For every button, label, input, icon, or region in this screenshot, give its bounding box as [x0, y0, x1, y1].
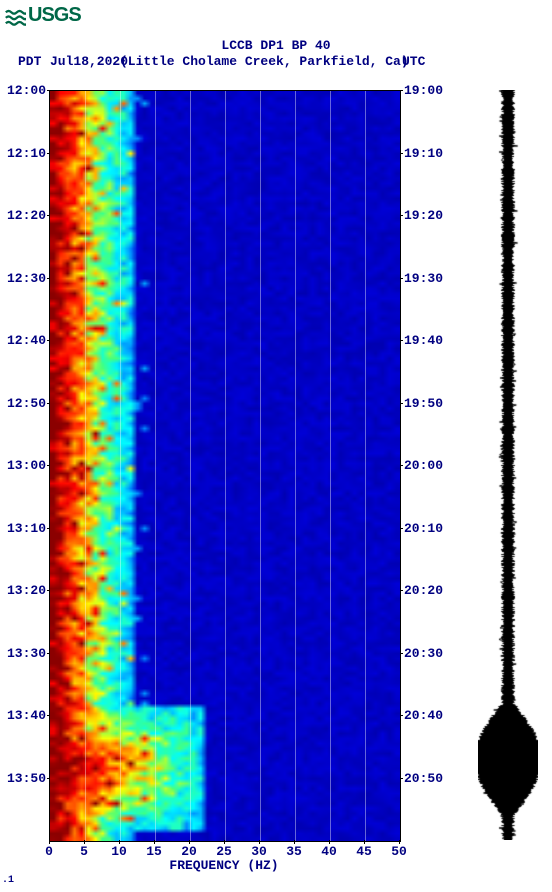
- xtick: 35: [279, 844, 309, 859]
- ytick-left: 13:50: [6, 771, 46, 786]
- station-label: (Little Cholame Creek, Parkfield, Ca): [120, 54, 409, 69]
- ytick-right: 19:00: [404, 83, 444, 98]
- wave-icon: [4, 5, 26, 27]
- ytick-left: 13:00: [6, 458, 46, 473]
- ytick-right: 19:30: [404, 271, 444, 286]
- x-axis-label: FREQUENCY (HZ): [49, 858, 399, 873]
- ytick-right: 20:00: [404, 458, 444, 473]
- xtick: 25: [209, 844, 239, 859]
- footnote: .1: [2, 875, 14, 886]
- xtick: 10: [104, 844, 134, 859]
- xtick: 0: [34, 844, 64, 859]
- waveform-trace: [478, 90, 538, 840]
- ytick-right: 19:50: [404, 396, 444, 411]
- ytick-left: 13:10: [6, 521, 46, 536]
- ytick-right: 20:40: [404, 708, 444, 723]
- pdt-label: PDT: [18, 54, 41, 69]
- xtick: 40: [314, 844, 344, 859]
- ytick-left: 13:40: [6, 708, 46, 723]
- ytick-right: 20:20: [404, 583, 444, 598]
- logo-text: USGS: [28, 4, 81, 27]
- xtick: 30: [244, 844, 274, 859]
- xtick: 15: [139, 844, 169, 859]
- ytick-right: 19:40: [404, 333, 444, 348]
- plot-title: LCCB DP1 BP 40: [0, 38, 552, 53]
- spectrogram-plot: [49, 90, 401, 842]
- xtick: 20: [174, 844, 204, 859]
- utc-label: UTC: [402, 54, 425, 69]
- ytick-left: 12:40: [6, 333, 46, 348]
- ytick-left: 13:20: [6, 583, 46, 598]
- xtick: 45: [349, 844, 379, 859]
- xtick: 5: [69, 844, 99, 859]
- ytick-left: 12:20: [6, 208, 46, 223]
- ytick-left: 12:10: [6, 146, 46, 161]
- ytick-right: 20:50: [404, 771, 444, 786]
- ytick-right: 20:30: [404, 646, 444, 661]
- ytick-left: 12:00: [6, 83, 46, 98]
- ytick-right: 19:20: [404, 208, 444, 223]
- xtick: 50: [384, 844, 414, 859]
- usgs-logo: USGS: [4, 4, 81, 27]
- ytick-left: 12:50: [6, 396, 46, 411]
- ytick-right: 20:10: [404, 521, 444, 536]
- date-label: Jul18,2020: [50, 54, 128, 69]
- ytick-left: 12:30: [6, 271, 46, 286]
- ytick-right: 19:10: [404, 146, 444, 161]
- ytick-left: 13:30: [6, 646, 46, 661]
